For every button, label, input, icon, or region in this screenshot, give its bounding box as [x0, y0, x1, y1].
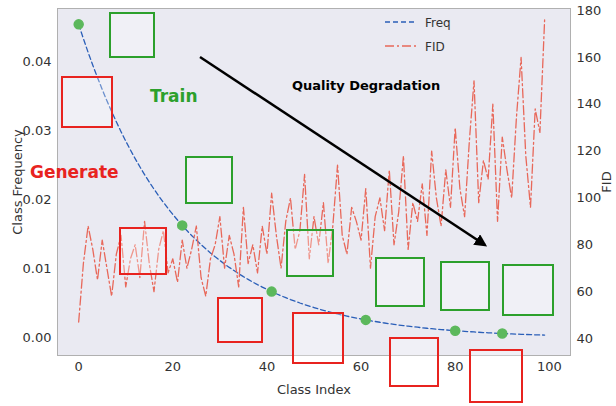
svg-text:60: 60	[577, 284, 594, 299]
svg-text:0.02: 0.02	[23, 192, 52, 207]
svg-text:Class Index: Class Index	[277, 382, 351, 397]
svg-text:20: 20	[165, 359, 182, 374]
svg-text:60: 60	[353, 359, 370, 374]
svg-text:80: 80	[447, 359, 464, 374]
svg-text:40: 40	[577, 331, 594, 346]
svg-text:0.04: 0.04	[23, 54, 52, 69]
svg-text:Generate: Generate	[30, 162, 119, 182]
svg-text:Class Frequency: Class Frequency	[10, 129, 25, 235]
svg-text:180: 180	[577, 3, 602, 18]
svg-text:160: 160	[577, 50, 602, 65]
svg-text:0.01: 0.01	[23, 261, 52, 276]
svg-text:FID: FID	[425, 40, 445, 54]
svg-text:100: 100	[576, 190, 602, 206]
svg-text:Freq: Freq	[425, 16, 451, 30]
svg-text:40: 40	[259, 359, 276, 374]
svg-text:120: 120	[577, 143, 602, 158]
svg-text:100: 100	[537, 359, 562, 374]
svg-text:Quality Degradation: Quality Degradation	[292, 78, 440, 93]
svg-text:0.03: 0.03	[23, 123, 52, 138]
svg-text:Train: Train	[150, 86, 198, 106]
svg-text:140: 140	[577, 96, 602, 111]
svg-text:0: 0	[75, 359, 83, 374]
svg-text:FID: FID	[599, 171, 614, 192]
svg-text:0.00: 0.00	[23, 330, 52, 345]
svg-text:80: 80	[577, 237, 594, 252]
